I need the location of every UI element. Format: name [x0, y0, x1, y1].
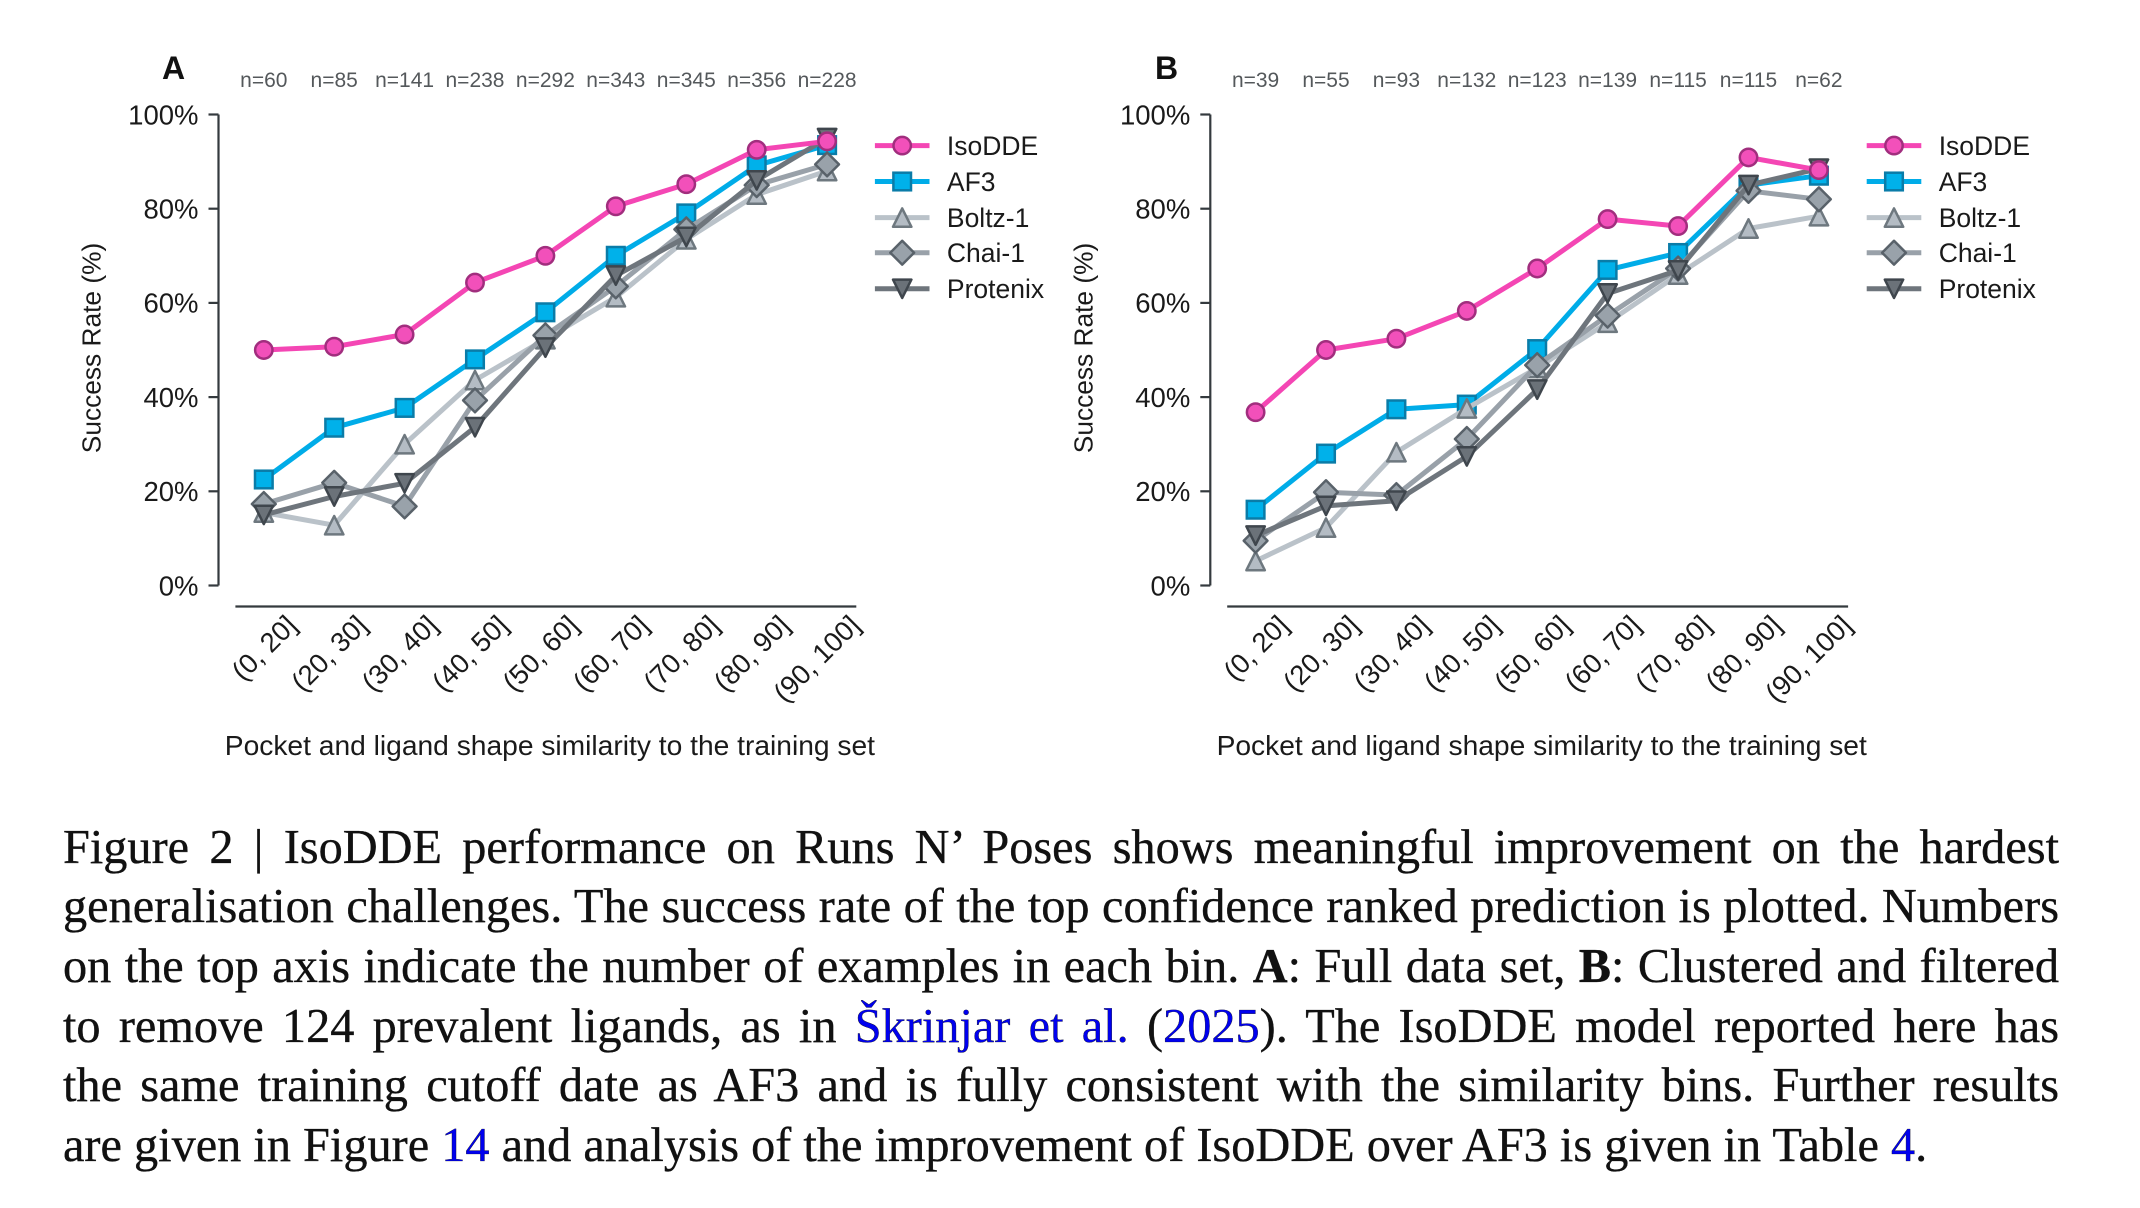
- svg-text:0%: 0%: [159, 570, 199, 601]
- svg-text:(50, 60]: (50, 60]: [496, 609, 584, 697]
- svg-text:Chai-1: Chai-1: [947, 238, 1025, 268]
- svg-text:40%: 40%: [143, 382, 198, 413]
- svg-text:20%: 20%: [143, 476, 198, 507]
- svg-text:60%: 60%: [143, 288, 198, 319]
- svg-text:A: A: [162, 50, 185, 86]
- svg-text:n=93: n=93: [1373, 69, 1420, 92]
- svg-text:Chai-1: Chai-1: [1939, 238, 2017, 268]
- svg-text:n=139: n=139: [1578, 69, 1637, 92]
- svg-text:n=345: n=345: [657, 69, 716, 92]
- svg-text:Pocket and ligand shape simila: Pocket and ligand shape similarity to th…: [1217, 729, 1867, 761]
- svg-text:n=55: n=55: [1302, 69, 1349, 92]
- svg-text:n=123: n=123: [1508, 69, 1567, 92]
- svg-text:IsoDDE: IsoDDE: [1939, 131, 2030, 161]
- svg-text:Protenix: Protenix: [947, 274, 1044, 304]
- svg-text:n=85: n=85: [311, 69, 358, 92]
- svg-text:n=39: n=39: [1232, 69, 1279, 92]
- svg-text:n=62: n=62: [1795, 69, 1842, 92]
- svg-text:(30, 40]: (30, 40]: [355, 609, 443, 697]
- svg-text:20%: 20%: [1135, 476, 1190, 507]
- svg-text:B: B: [1155, 50, 1178, 86]
- svg-text:n=60: n=60: [240, 69, 287, 92]
- svg-text:n=141: n=141: [375, 69, 434, 92]
- svg-text:AF3: AF3: [947, 167, 996, 197]
- svg-text:n=356: n=356: [727, 69, 786, 92]
- svg-text:(60, 70]: (60, 70]: [1558, 609, 1646, 697]
- svg-text:Boltz-1: Boltz-1: [1939, 203, 2021, 233]
- svg-text:Boltz-1: Boltz-1: [947, 203, 1029, 233]
- svg-text:Success Rate (%): Success Rate (%): [1068, 243, 1098, 453]
- svg-text:n=115: n=115: [1720, 69, 1777, 92]
- svg-text:n=343: n=343: [586, 69, 645, 92]
- svg-text:n=238: n=238: [446, 69, 505, 92]
- svg-text:(70, 80]: (70, 80]: [637, 609, 725, 697]
- svg-text:(70, 80]: (70, 80]: [1629, 609, 1717, 697]
- svg-text:AF3: AF3: [1939, 167, 1988, 197]
- svg-text:40%: 40%: [1135, 382, 1190, 413]
- svg-text:n=228: n=228: [798, 69, 857, 92]
- svg-text:0%: 0%: [1151, 570, 1191, 601]
- svg-text:Success Rate (%): Success Rate (%): [77, 243, 107, 453]
- svg-text:IsoDDE: IsoDDE: [947, 131, 1038, 161]
- svg-text:60%: 60%: [1135, 288, 1190, 319]
- svg-text:80%: 80%: [1135, 194, 1190, 225]
- svg-text:(20, 30]: (20, 30]: [1277, 609, 1365, 697]
- svg-text:n=132: n=132: [1437, 69, 1496, 92]
- svg-text:n=115: n=115: [1649, 69, 1706, 92]
- svg-text:100%: 100%: [128, 99, 198, 130]
- svg-text:Protenix: Protenix: [1939, 274, 2036, 304]
- svg-text:(30, 40]: (30, 40]: [1347, 609, 1435, 697]
- svg-text:(20, 30]: (20, 30]: [285, 609, 373, 697]
- svg-text:80%: 80%: [143, 194, 198, 225]
- svg-text:(40, 50]: (40, 50]: [1418, 609, 1506, 697]
- svg-text:100%: 100%: [1120, 99, 1190, 130]
- svg-text:(60, 70]: (60, 70]: [567, 609, 655, 697]
- svg-text:(40, 50]: (40, 50]: [426, 609, 514, 697]
- svg-text:Pocket and ligand shape simila: Pocket and ligand shape similarity to th…: [225, 729, 875, 761]
- svg-text:n=292: n=292: [516, 69, 575, 92]
- svg-text:(50, 60]: (50, 60]: [1488, 609, 1576, 697]
